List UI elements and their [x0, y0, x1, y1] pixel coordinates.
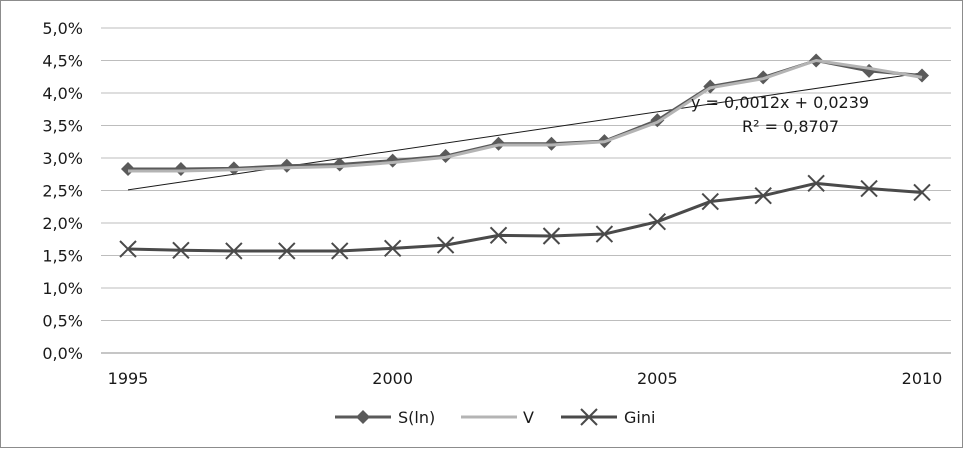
legend-marker-x — [580, 408, 598, 426]
y-tick-label: 0,0% — [42, 344, 83, 363]
data-point-x-stroke — [383, 239, 402, 258]
y-tick-label: 1,0% — [42, 279, 83, 298]
x-tick-label: 1995 — [108, 369, 149, 388]
legend-marker-diamond — [356, 410, 370, 424]
data-point-x-stroke — [860, 179, 878, 198]
data-point-diamond — [862, 63, 877, 78]
series-group — [119, 53, 931, 260]
x-tick-label: 2000 — [372, 369, 413, 388]
data-point-x-stroke — [701, 192, 719, 211]
y-tick-label: 0,5% — [42, 312, 83, 331]
trendline-r-squared: R² = 0,8707 — [742, 117, 839, 136]
legend: S(ln) V Gini — [335, 408, 655, 427]
x-axis: 1995 2000 2005 2010 — [101, 352, 951, 388]
data-point-diamond — [173, 162, 188, 177]
legend-item: V — [461, 408, 534, 427]
data-point-x-stroke — [436, 236, 455, 254]
data-point-x-stroke — [595, 225, 614, 243]
y-axis-ticks: 0,0% 0,5% 1,0% 1,5% 2,0% 2,5% 3,0% 3,5% 4,0% 4,5%… — [42, 19, 83, 363]
y-tick-label: 3,0% — [42, 149, 83, 168]
data-point-x — [119, 240, 137, 258]
data-point-x — [595, 225, 614, 243]
data-point-x — [701, 192, 719, 211]
y-tick-label: 2,0% — [42, 214, 83, 233]
data-point-x — [331, 242, 349, 260]
legend-item: S(ln) — [335, 408, 435, 427]
data-point-x — [383, 239, 402, 258]
data-point-x-stroke — [172, 241, 190, 260]
data-point-x — [172, 241, 190, 260]
data-point-x-stroke — [278, 242, 296, 260]
data-point-x — [225, 242, 243, 260]
trendline — [127, 72, 923, 191]
data-point-x — [913, 183, 931, 202]
series-line-v — [128, 59, 923, 173]
legend-item: Gini — [561, 408, 655, 427]
data-point-x-stroke — [913, 183, 931, 202]
series-line-sln — [128, 59, 923, 171]
data-point-x — [436, 236, 455, 254]
data-point-x — [860, 179, 878, 198]
data-point-x — [489, 226, 508, 245]
legend-label: Gini — [624, 408, 655, 427]
trendline-equation: y = 0,0012x + 0,0239 — [691, 93, 869, 112]
x-tick-label: 2010 — [902, 369, 943, 388]
data-point-x-stroke — [331, 242, 349, 260]
data-point-x-stroke — [489, 226, 508, 245]
data-point-x — [807, 174, 825, 193]
data-point-x — [278, 242, 296, 260]
legend-label: V — [523, 408, 534, 427]
data-point-x-stroke — [648, 212, 667, 231]
y-tick-label: 4,0% — [42, 84, 83, 103]
y-tick-label: 2,5% — [42, 182, 83, 201]
data-point-diamond — [279, 158, 294, 173]
y-tick-label: 4,5% — [42, 52, 83, 71]
legend-label: S(ln) — [398, 408, 435, 427]
data-point-x-stroke — [807, 174, 825, 193]
data-point-x-stroke — [542, 227, 561, 245]
trendline-line — [127, 72, 923, 191]
series-line-gini — [127, 181, 923, 253]
x-tick-label: 2005 — [637, 369, 678, 388]
data-point-x-stroke — [225, 242, 243, 260]
data-point-x-stroke — [754, 186, 772, 205]
y-tick-label: 1,5% — [42, 247, 83, 266]
data-point-x — [754, 186, 772, 205]
y-tick-label: 3,5% — [42, 117, 83, 136]
data-point-diamond — [915, 68, 929, 83]
data-point-diamond — [121, 162, 135, 177]
data-point-x — [542, 227, 561, 245]
data-point-x-stroke — [119, 240, 137, 258]
data-point-x — [648, 212, 667, 231]
y-tick-label: 5,0% — [42, 19, 83, 38]
